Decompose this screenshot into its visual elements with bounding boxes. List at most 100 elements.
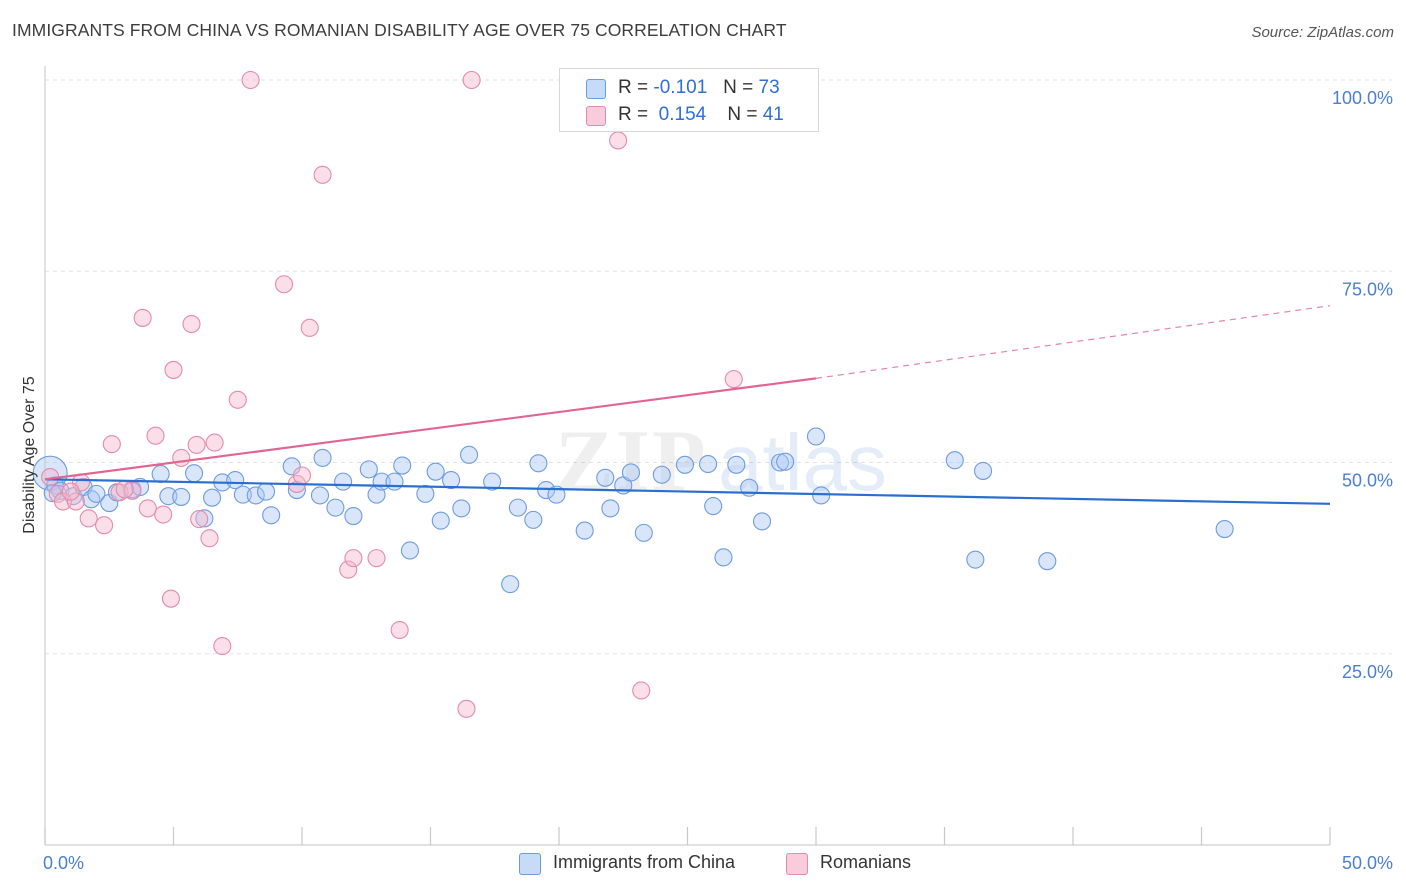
data-point-romanians (274, 275, 294, 294)
data-point-china (195, 509, 214, 528)
data-point-china (652, 465, 671, 484)
data-point-romanians (164, 360, 183, 379)
data-point-china (452, 499, 471, 518)
data-point-romanians (146, 426, 165, 445)
data-point-romanians (190, 510, 209, 529)
trend-lines (44, 305, 1331, 505)
data-point-china (326, 498, 345, 517)
legend-swatch-pink (586, 106, 606, 126)
data-point-romanians (200, 529, 219, 548)
y-tick-label: 50.0% (1342, 471, 1393, 491)
legend-r-value: 0.154 (658, 104, 707, 125)
data-point-china (203, 488, 222, 507)
data-point-romanians (228, 390, 247, 409)
data-point-china (508, 498, 527, 517)
data-point-romanians (462, 70, 481, 90)
y-tick-label: 75.0% (1342, 279, 1393, 299)
data-point-china (529, 454, 548, 473)
data-point-china (547, 485, 566, 504)
y-tick-label: 100.0% (1332, 88, 1393, 108)
data-point-romanians (123, 481, 142, 500)
data-point-romanians (115, 480, 134, 499)
data-point-china (966, 550, 985, 569)
data-point-china (675, 455, 694, 474)
data-point-romanians (609, 131, 628, 150)
data-point-romanians (632, 681, 651, 700)
x-tick-label: 0.0% (43, 853, 84, 873)
data-point-china (256, 482, 276, 501)
data-point-romanians (79, 509, 98, 528)
data-point-romanians (53, 492, 73, 511)
data-point-china (524, 510, 543, 529)
data-point-romanians (187, 435, 206, 454)
bottom-legend-label: Immigrants from China (553, 852, 736, 872)
data-point-china (282, 457, 301, 476)
data-point-romanians (213, 637, 232, 656)
data-point-romanians (182, 314, 201, 334)
trend-line-romanians-projection (815, 305, 1331, 379)
bottom-legend-swatch-blue (519, 853, 541, 875)
trend-line-china (44, 478, 1331, 505)
data-point-china (82, 490, 101, 509)
data-point-china (233, 485, 252, 504)
data-point-china (770, 453, 790, 472)
data-point-china (776, 452, 795, 471)
y-tick-labels: 25.0% 50.0% 75.0% 100.0% (1332, 88, 1393, 682)
data-point-romanians (724, 370, 743, 389)
data-point-romanians (102, 435, 121, 454)
data-point-romanians (172, 448, 191, 467)
data-point-romanians (457, 699, 476, 718)
y-axis-label: Disability Age Over 75 (21, 376, 38, 534)
data-point-china (945, 451, 964, 470)
data-point-china (601, 499, 620, 518)
data-point-china (727, 455, 746, 474)
data-point-china (385, 472, 404, 491)
data-point-china (426, 462, 445, 481)
data-point-china (431, 511, 450, 530)
legend-r-label: R = (618, 77, 649, 98)
data-point-china (310, 486, 330, 505)
data-point-china (575, 521, 594, 540)
legend-n-value: 41 (762, 104, 784, 125)
data-point-romanians (292, 466, 312, 485)
data-point-romanians (205, 433, 224, 452)
axes (44, 66, 1331, 846)
data-point-china (483, 472, 502, 491)
legend-swatch-blue (586, 79, 606, 99)
data-point-romanians (344, 549, 363, 568)
grid-lines (45, 79, 1392, 655)
data-point-china (151, 464, 170, 484)
legend-r-label: R = (618, 104, 649, 125)
data-point-china (393, 456, 412, 475)
data-point-china (359, 460, 378, 479)
bottom-legend-label: Romanians (820, 852, 912, 872)
data-point-china (812, 486, 831, 505)
correlation-legend: R = -0.101 N = 73 R = 0.154 N = 41 (559, 68, 819, 132)
data-point-china (400, 541, 419, 560)
data-point-romanians (313, 165, 332, 184)
data-point-romanians (154, 505, 173, 524)
data-point-china (634, 523, 653, 542)
svg-text:ZIP: ZIP (555, 413, 708, 510)
data-point-china (172, 487, 191, 506)
data-point-romanians (66, 492, 85, 511)
series-immigrants-from-china (32, 427, 1234, 594)
data-point-romanians (133, 308, 152, 327)
data-point-romanians (339, 560, 358, 579)
data-point-china (596, 468, 615, 487)
data-point-china (344, 506, 363, 526)
data-point-china (699, 454, 718, 474)
chart-title: IMMIGRANTS FROM CHINA VS ROMANIAN DISABI… (12, 20, 787, 40)
legend-r-value: -0.101 (653, 77, 708, 98)
x-tick-label: 50.0% (1342, 853, 1393, 873)
y-tick-label: 25.0% (1342, 662, 1393, 682)
data-point-china (313, 448, 332, 467)
data-point-china (501, 575, 520, 594)
data-point-china (714, 548, 733, 567)
x-tick-labels: 0.0% 50.0% (43, 853, 1393, 873)
data-point-romanians (367, 549, 386, 568)
data-point-china (704, 497, 723, 516)
source-note: Source: ZipAtlas.com (1251, 24, 1394, 41)
trend-line-romanians (44, 377, 817, 481)
